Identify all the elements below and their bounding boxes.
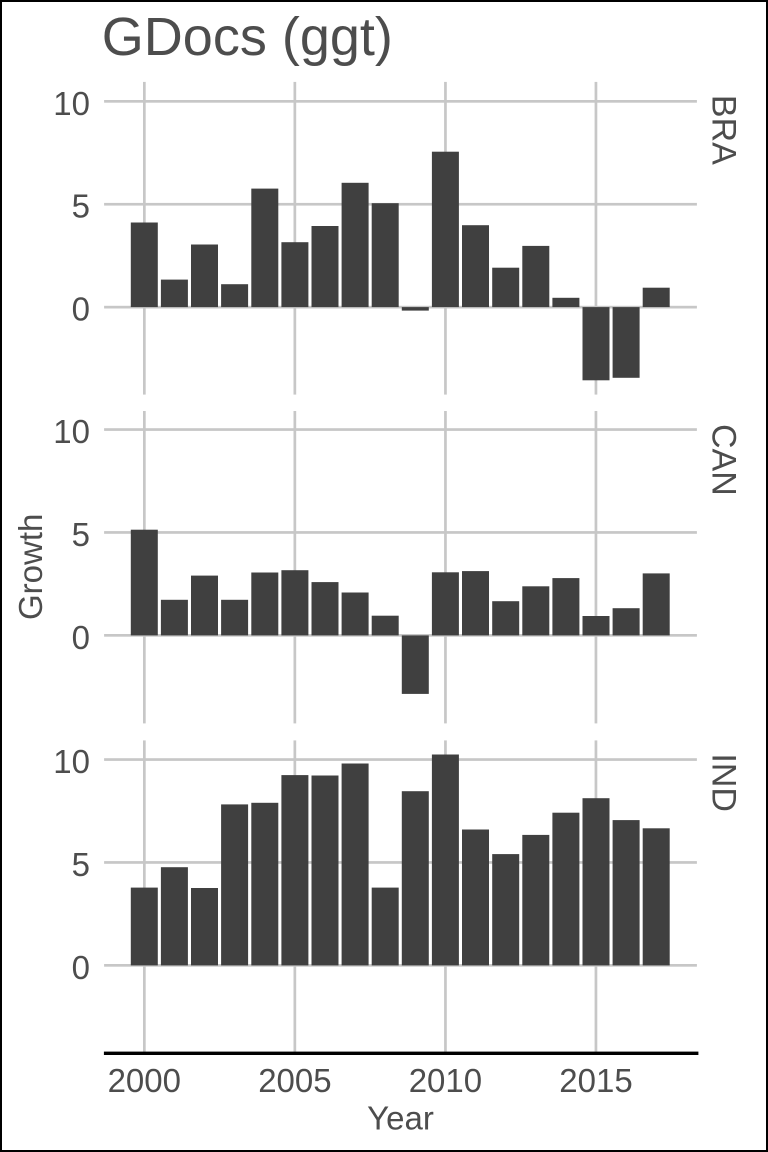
svg-text:2010: 2010 <box>409 1062 482 1099</box>
svg-text:Year: Year <box>367 1099 434 1136</box>
svg-text:0: 0 <box>72 291 90 328</box>
svg-text:IND: IND <box>704 753 742 812</box>
svg-text:CAN: CAN <box>704 424 742 496</box>
svg-text:5: 5 <box>72 516 90 553</box>
svg-text:10: 10 <box>53 413 90 450</box>
svg-text:GDocs (ggt): GDocs (ggt) <box>102 7 393 67</box>
svg-text:5: 5 <box>72 846 90 883</box>
svg-text:BRA: BRA <box>704 95 742 165</box>
svg-text:2015: 2015 <box>559 1062 632 1099</box>
svg-text:0: 0 <box>72 949 90 986</box>
svg-text:10: 10 <box>53 85 90 122</box>
svg-text:10: 10 <box>53 743 90 780</box>
svg-text:0: 0 <box>72 619 90 656</box>
svg-text:2005: 2005 <box>258 1062 331 1099</box>
svg-text:2000: 2000 <box>108 1062 181 1099</box>
svg-text:5: 5 <box>72 188 90 225</box>
svg-text:Growth: Growth <box>12 514 49 620</box>
